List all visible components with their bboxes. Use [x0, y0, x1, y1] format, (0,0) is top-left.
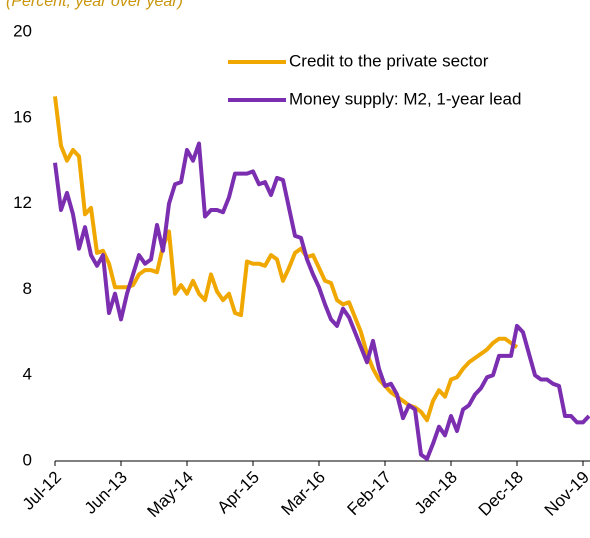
y-tick-label: 12	[13, 193, 32, 212]
x-tick-label: Jan-18	[411, 468, 461, 518]
y-tick-label: 20	[13, 21, 32, 40]
x-tick-label: Mar-16	[277, 468, 329, 520]
legend-label: Credit to the private sector	[289, 51, 489, 70]
y-tick-label: 0	[23, 450, 32, 469]
x-tick-label: Jun-13	[81, 468, 131, 518]
x-tick-label: Dec-18	[475, 468, 527, 520]
x-tick-label: Feb-17	[343, 468, 395, 520]
chart-title: (Percent, year over year)	[6, 0, 183, 10]
y-tick-label: 16	[13, 107, 32, 126]
series-line	[53, 96, 519, 423]
y-tick-label: 8	[23, 279, 32, 298]
x-tick-label: Apr-15	[213, 468, 263, 518]
x-tick-label: Jul-12	[19, 468, 65, 514]
y-tick-label: 4	[23, 365, 32, 384]
x-tick-label: Nov-19	[541, 468, 590, 520]
legend-label: Money supply: M2, 1-year lead	[289, 89, 521, 108]
x-tick-label: May-14	[143, 468, 197, 522]
series-line	[53, 141, 590, 461]
